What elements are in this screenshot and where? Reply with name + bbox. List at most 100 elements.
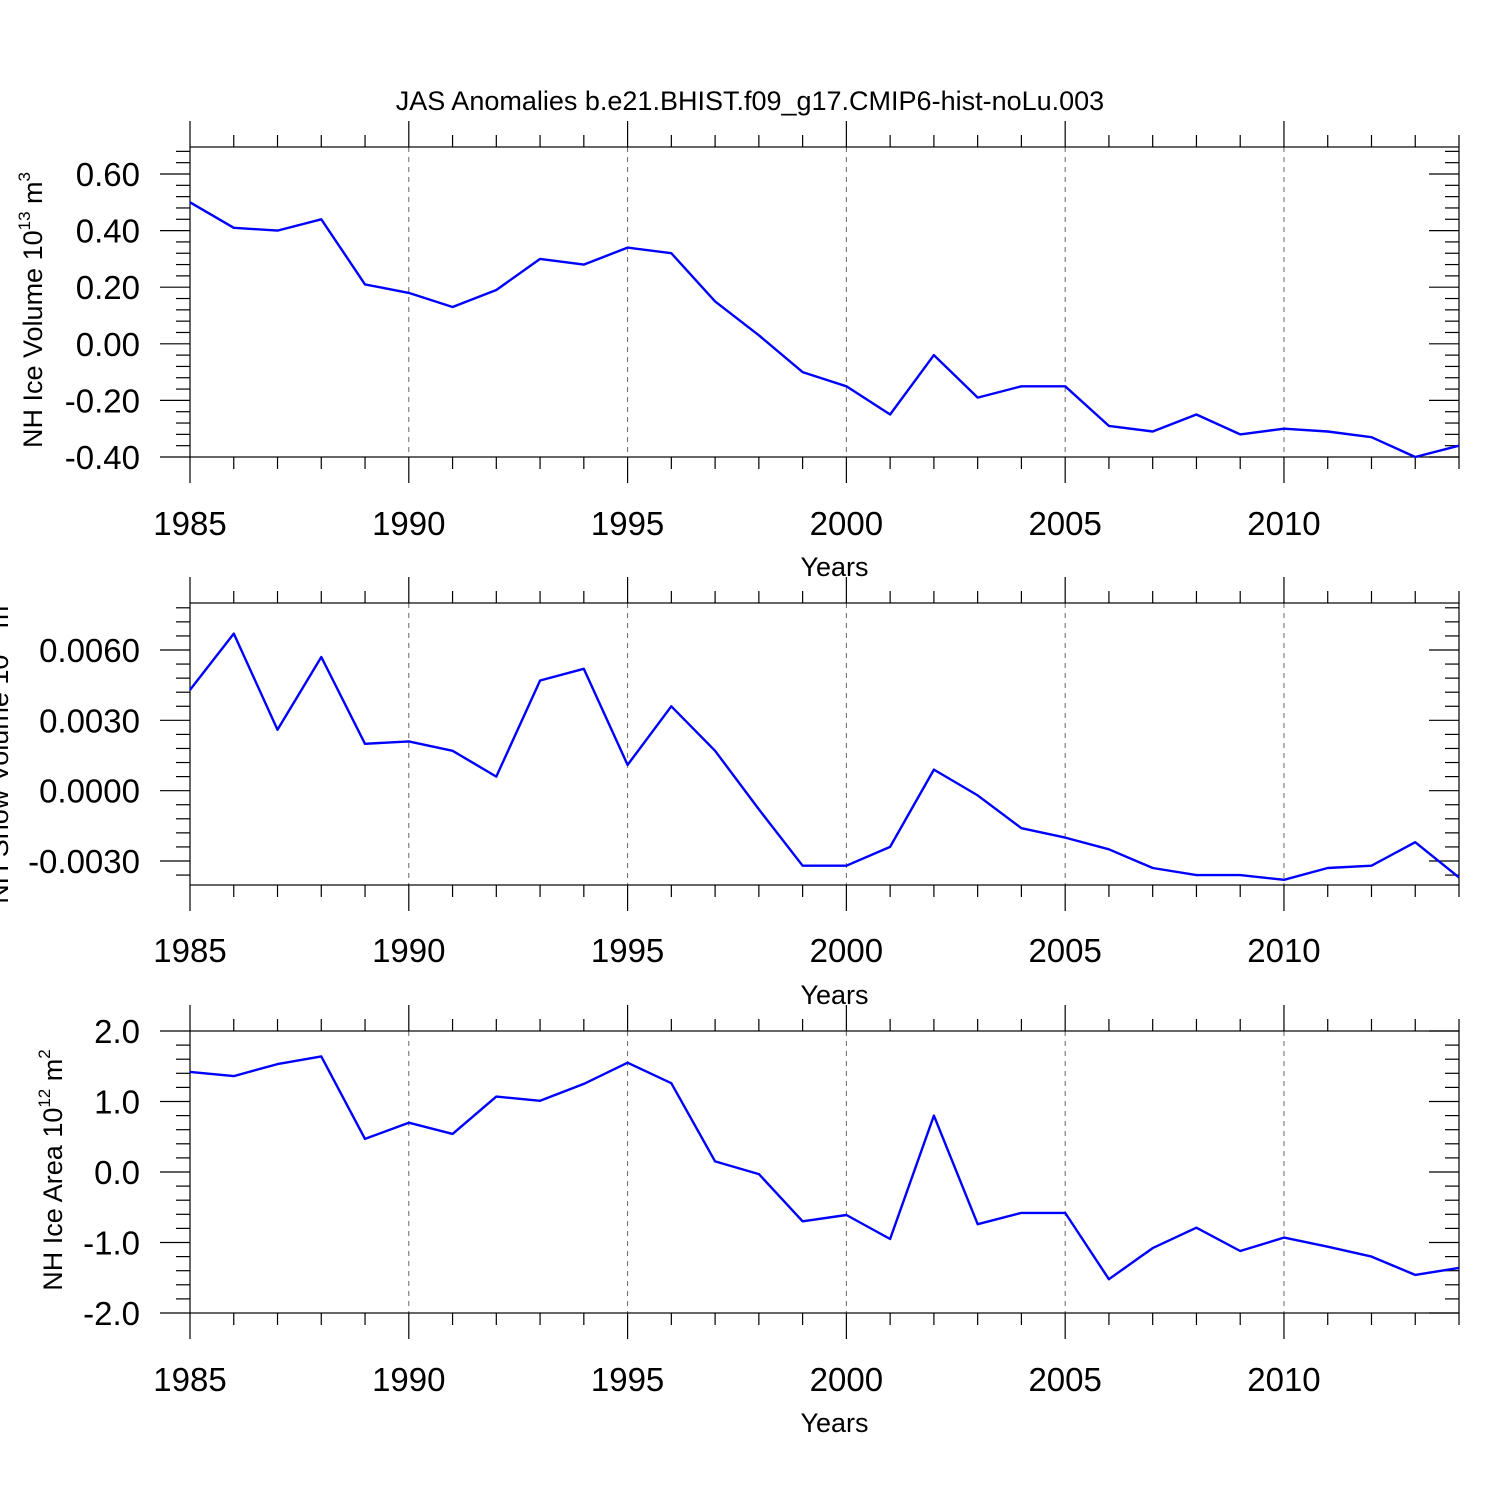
data-point-1994 xyxy=(582,667,586,671)
data-point-1993 xyxy=(538,1099,542,1103)
panel-ice-volume: 0.60 0.40 0.20 0.00 -0.20 -0.40 1985 1990 1995 20… xyxy=(15,121,1461,582)
data-point-1987 xyxy=(276,728,280,732)
panel-ice-area: 2.0 1.0 0.0 -1.0 -2.0 1985 1990 1995 2000 2005 201… xyxy=(35,1005,1460,1438)
y-tick-label: 1.0 xyxy=(94,1084,140,1121)
data-point-1996 xyxy=(669,251,673,255)
data-point-1987 xyxy=(276,1062,280,1066)
data-point-2014 xyxy=(1457,444,1461,448)
x-axis-title: Years xyxy=(800,980,868,1010)
x-tick-label: 2000 xyxy=(810,932,883,969)
data-point-1998 xyxy=(757,807,761,811)
y-tick-label: 0.20 xyxy=(76,269,140,306)
data-point-1991 xyxy=(451,749,455,753)
y-axis-title: NH Ice Area 1012 m2 xyxy=(35,1049,68,1290)
data-point-1988 xyxy=(319,1054,323,1058)
data-point-1996 xyxy=(669,704,673,708)
x-tick-label: 1995 xyxy=(591,505,664,542)
data-point-2003 xyxy=(976,396,980,400)
data-point-2005 xyxy=(1063,836,1067,840)
y-tick-label: -0.0030 xyxy=(28,843,140,880)
x-tick-label: 1985 xyxy=(153,505,226,542)
data-point-2007 xyxy=(1151,866,1155,870)
x-tick-label: 2000 xyxy=(810,505,883,542)
y-tick-label: 0.0060 xyxy=(39,632,140,669)
y-tick-label: -0.20 xyxy=(65,382,140,419)
data-point-1993 xyxy=(538,257,542,261)
y-axis-title: NH Snow Volume 1013 m3 xyxy=(0,596,14,904)
data-point-1987 xyxy=(276,229,280,233)
data-point-2002 xyxy=(932,1114,936,1118)
data-point-1997 xyxy=(713,1159,717,1163)
data-point-2007 xyxy=(1151,430,1155,434)
y-tick-label: 0.0030 xyxy=(39,702,140,739)
data-point-1994 xyxy=(582,1082,586,1086)
y-tick-label: 0.00 xyxy=(76,326,140,363)
plot-frame xyxy=(189,146,1460,458)
x-tick-label: 1985 xyxy=(153,1361,226,1398)
y-tick-label: 0.0 xyxy=(94,1154,140,1191)
data-point-1997 xyxy=(713,299,717,303)
y-axis-title: NH Ice Volume 1013 m3 xyxy=(15,172,48,448)
data-point-2002 xyxy=(932,768,936,772)
data-point-2008 xyxy=(1194,873,1198,877)
data-point-2003 xyxy=(976,1222,980,1226)
data-point-1990 xyxy=(407,291,411,295)
y-tick-label: 2.0 xyxy=(94,1013,140,1050)
data-point-2011 xyxy=(1326,866,1330,870)
data-point-1995 xyxy=(626,1061,630,1065)
data-point-2001 xyxy=(888,1237,892,1241)
data-point-1990 xyxy=(407,739,411,743)
data-point-2011 xyxy=(1326,430,1330,434)
x-axis-title: Years xyxy=(800,1408,868,1438)
series-line-ice-volume xyxy=(189,201,1460,459)
data-point-2001 xyxy=(888,413,892,417)
data-point-2008 xyxy=(1194,413,1198,417)
data-point-1988 xyxy=(319,655,323,659)
data-point-2004 xyxy=(1019,384,1023,388)
data-point-2014 xyxy=(1457,875,1461,879)
data-point-1985 xyxy=(188,200,192,204)
data-point-1994 xyxy=(582,263,586,267)
chart-title: JAS Anomalies b.e21.BHIST.f09_g17.CMIP6-… xyxy=(396,86,1104,116)
y-tick-label: 0.60 xyxy=(76,156,140,193)
data-point-2010 xyxy=(1282,427,1286,431)
x-tick-label: 2005 xyxy=(1028,1361,1101,1398)
x-tick-label: 1985 xyxy=(153,932,226,969)
data-point-1985 xyxy=(188,688,192,692)
data-point-1995 xyxy=(626,246,630,250)
x-tick-label: 2005 xyxy=(1028,505,1101,542)
data-point-1989 xyxy=(363,282,367,286)
data-point-1992 xyxy=(494,775,498,779)
data-point-1991 xyxy=(451,1132,455,1136)
data-point-2000 xyxy=(844,864,848,868)
data-point-1986 xyxy=(232,1074,236,1078)
data-point-2000 xyxy=(844,1213,848,1217)
data-point-2007 xyxy=(1151,1246,1155,1250)
data-point-1992 xyxy=(494,1095,498,1099)
data-point-1989 xyxy=(363,742,367,746)
series-line-ice-area xyxy=(189,1055,1460,1281)
x-tick-label: 1990 xyxy=(372,932,445,969)
data-point-2009 xyxy=(1238,432,1242,436)
data-point-2010 xyxy=(1282,1236,1286,1240)
data-point-1985 xyxy=(188,1070,192,1074)
data-point-1989 xyxy=(363,1137,367,1141)
x-tick-label: 1995 xyxy=(591,932,664,969)
data-point-2010 xyxy=(1282,878,1286,882)
series-line-snow-volume xyxy=(189,632,1460,881)
data-point-1997 xyxy=(713,749,717,753)
x-tick-label: 2010 xyxy=(1247,1361,1320,1398)
data-point-2000 xyxy=(844,384,848,388)
data-point-2006 xyxy=(1107,424,1111,428)
plot-frame xyxy=(189,602,1460,886)
data-point-2012 xyxy=(1369,864,1373,868)
data-point-2004 xyxy=(1019,826,1023,830)
data-point-2008 xyxy=(1194,1226,1198,1230)
data-point-2011 xyxy=(1326,1245,1330,1249)
data-point-1990 xyxy=(407,1121,411,1125)
data-point-1996 xyxy=(669,1081,673,1085)
x-tick-label: 1990 xyxy=(372,505,445,542)
x-tick-label: 2010 xyxy=(1247,932,1320,969)
data-point-2013 xyxy=(1413,1273,1417,1277)
